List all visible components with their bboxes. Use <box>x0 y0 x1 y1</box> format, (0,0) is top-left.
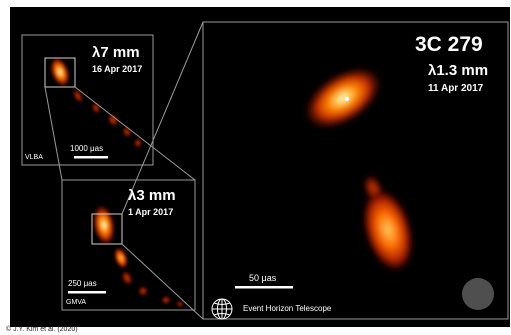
vlba-scalebar <box>74 156 108 159</box>
beam-size-indicator <box>462 278 494 310</box>
zoom-connectors <box>44 21 204 320</box>
vlba-zoom-box <box>44 57 76 88</box>
gmva-jet <box>92 204 184 307</box>
eht-logo-icon <box>211 298 233 320</box>
panel-3mm-scalebar-label: 250 μas <box>68 279 97 288</box>
panel-7mm-date: 16 Apr 2017 <box>92 64 143 74</box>
panel-3mm-wavelength: λ3 mm <box>128 187 176 204</box>
main-scalebar <box>235 286 293 289</box>
eht-core-peak <box>345 97 349 101</box>
main-scalebar-label: 50 μas <box>249 273 277 283</box>
panel-3mm-date: 1 Apr 2017 <box>128 207 174 217</box>
panel-7mm-scalebar-label: 1000 μas <box>70 144 104 153</box>
panel-3mm-frame <box>61 179 196 311</box>
main-wavelength: λ1.3 mm <box>428 62 489 79</box>
panel-7mm-array: VLBA <box>25 154 43 161</box>
main-panel-frame <box>202 21 509 320</box>
eht-core-blob <box>303 66 383 130</box>
eht-jet-blob <box>361 174 415 273</box>
panel-3mm-array: GMVA <box>66 299 87 306</box>
eht-logo-text: Event Horizon Telescope <box>243 304 332 313</box>
source-title: 3C 279 <box>415 33 483 56</box>
panel-7mm-frame <box>21 34 154 166</box>
gmva-scalebar <box>68 291 106 294</box>
gmva-zoom-box <box>91 213 123 245</box>
image-credit: © J.Y. Kim et al. (2020) <box>6 326 78 333</box>
panel-7mm-wavelength: λ7 mm <box>92 44 140 61</box>
vlba-jet <box>49 56 142 148</box>
main-date: 11 Apr 2017 <box>428 83 484 94</box>
